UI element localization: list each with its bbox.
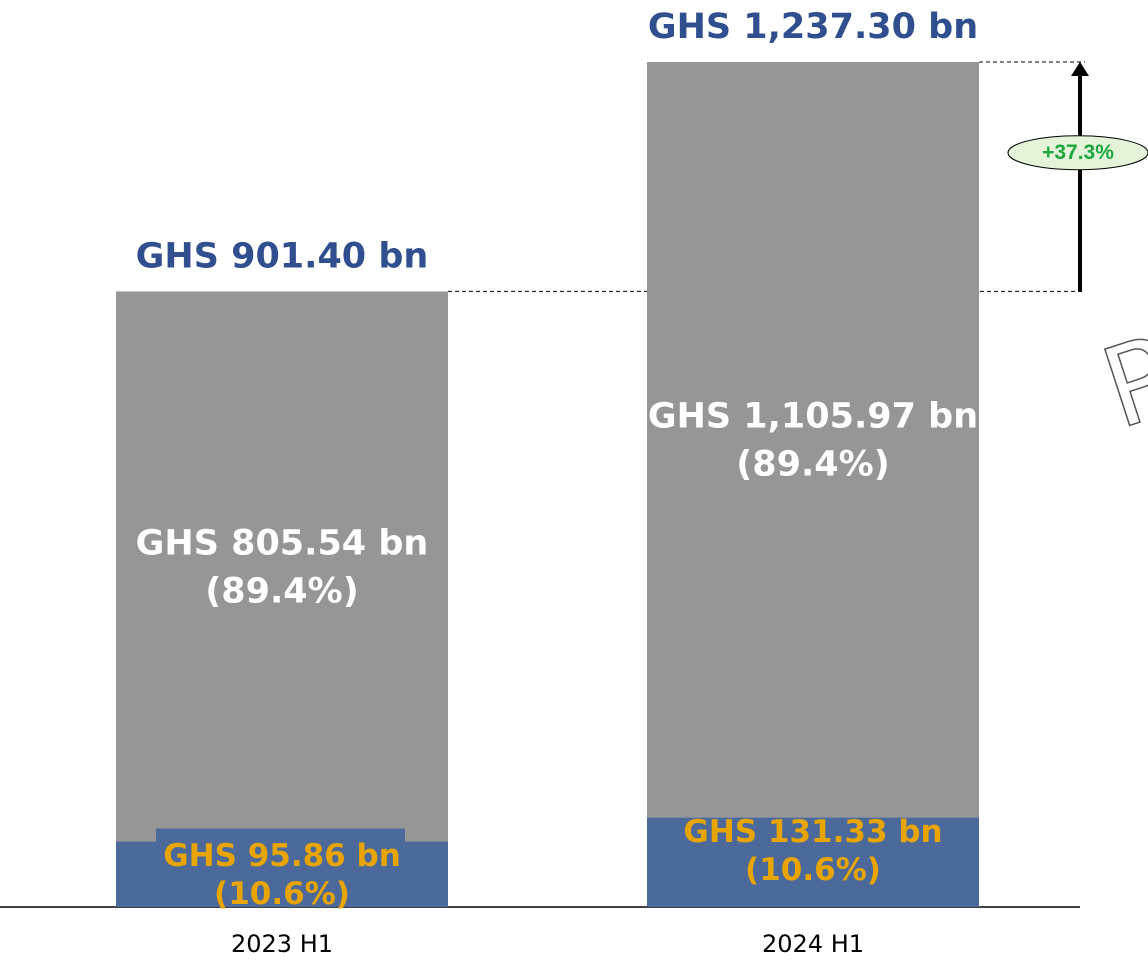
annotation-bubble — [1007, 135, 1148, 171]
value-label: GHS 95.86 bn — [163, 838, 401, 874]
value-label: GHS 1,105.97 bn — [648, 397, 978, 437]
bar-segment — [647, 817, 979, 907]
arrow-head — [1071, 62, 1089, 76]
bar-segment — [647, 62, 979, 818]
watermark: PUB — [1088, 263, 1148, 453]
value-label: GHS 805.54 bn — [136, 523, 429, 563]
share-label: (89.4%) — [205, 571, 358, 611]
annotation: +37.3% — [1042, 141, 1114, 164]
share-label: (10.6%) — [745, 852, 881, 888]
share-label: (10.6%) — [214, 876, 350, 912]
share-label: (89.4%) — [736, 445, 889, 485]
category-label: 2023 H1 — [231, 930, 333, 958]
total-label: GHS 1,237.30 bn — [648, 7, 978, 47]
bar-segment — [116, 291, 448, 842]
value-label: GHS 131.33 bn — [683, 814, 942, 850]
label-bg — [156, 828, 405, 907]
total-label: GHS 901.40 bn — [136, 236, 429, 276]
category-label: 2024 H1 — [762, 930, 864, 958]
